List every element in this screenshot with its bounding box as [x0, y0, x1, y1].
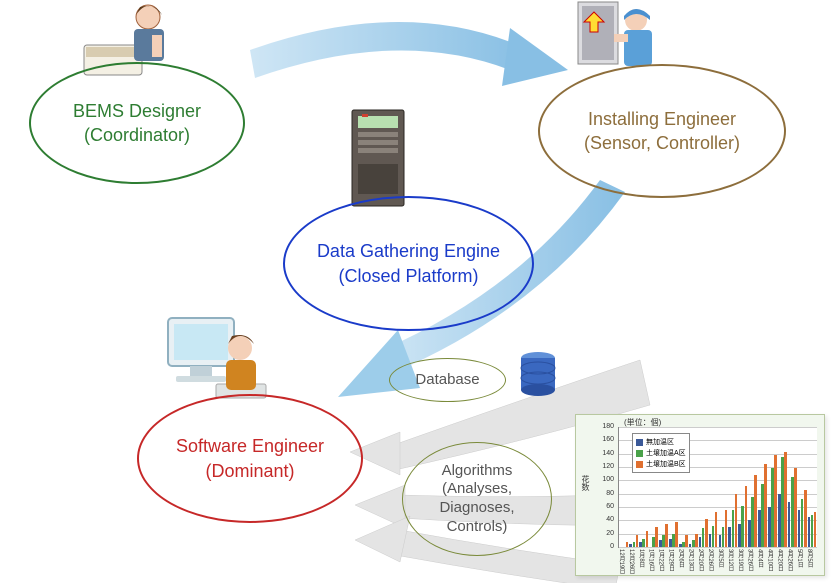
chart-legend: 無加温区 土壌加温A区 土壌加温B区	[632, 433, 690, 473]
legend-2: 土壌加温B区	[646, 459, 686, 469]
bems-line1: BEMS Designer	[73, 101, 201, 121]
dg-line1: Data Gathering Engine	[317, 241, 500, 261]
alg-l3: Diagnoses,	[439, 499, 514, 516]
alg-l2: (Analyses,	[442, 480, 512, 497]
monitor-person-icon	[162, 310, 274, 404]
bems-designer-node: BEMS Designer (Coordinator)	[29, 62, 245, 184]
legend-0: 無加温区	[646, 437, 674, 447]
sw-line2: (Dominant)	[205, 461, 294, 481]
bems-line2: (Coordinator)	[84, 125, 190, 145]
alg-l1: Algorithms	[442, 462, 513, 479]
algorithms-node: Algorithms (Analyses, Diagnoses, Control…	[402, 442, 552, 556]
database-icon	[518, 350, 558, 398]
install-line2: (Sensor, Controller)	[584, 133, 740, 153]
installing-engineer-node: Installing Engineer (Sensor, Controller)	[538, 64, 786, 198]
legend-1: 土壌加温A区	[646, 448, 686, 458]
database-node: Database	[389, 358, 506, 402]
software-engineer-node: Software Engineer (Dominant)	[137, 394, 363, 523]
bar-chart: (単位：個) 花数 無加温区 土壌加温A区 土壌加温B区 02040608010…	[575, 414, 825, 576]
install-line1: Installing Engineer	[588, 109, 736, 129]
data-gathering-node: Data Gathering Engine (Closed Platform)	[283, 196, 534, 331]
dg-line2: (Closed Platform)	[338, 266, 478, 286]
db-label: Database	[415, 371, 479, 388]
alg-l4: Controls)	[447, 518, 508, 535]
chart-ylabel: 花数	[580, 475, 591, 491]
sw-line1: Software Engineer	[176, 436, 324, 456]
